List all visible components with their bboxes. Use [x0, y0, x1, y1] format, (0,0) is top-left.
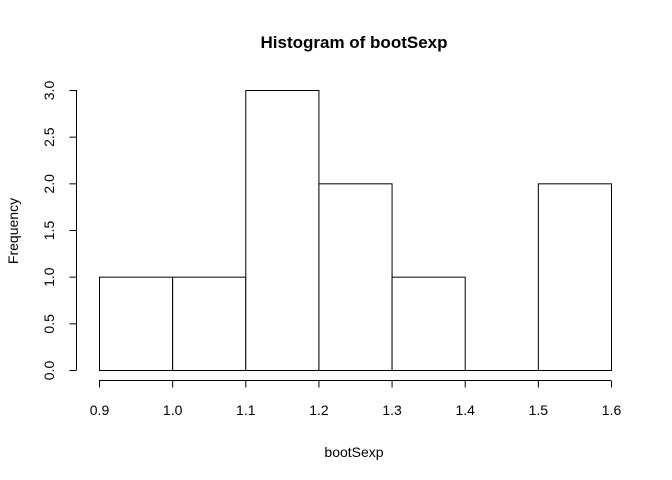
x-tick-label: 1.1 — [236, 402, 256, 418]
histogram-bar-6 — [537, 183, 612, 371]
x-tick-label: 0.9 — [90, 402, 110, 418]
y-tick-label: 3.0 — [41, 81, 57, 101]
x-tick-label: 1.5 — [529, 402, 549, 418]
x-tick-label: 1.0 — [163, 402, 183, 418]
y-tick-label: 0.0 — [41, 361, 57, 381]
x-tick-label: 1.6 — [602, 402, 622, 418]
y-tick-label: 1.0 — [41, 267, 57, 287]
y-axis: 0.0 0.5 1.0 1.5 2.0 2.5 3.0 — [41, 81, 77, 381]
x-tick-label: 1.2 — [309, 402, 329, 418]
y-tick-label: 1.5 — [41, 221, 57, 241]
histogram-bar-2 — [245, 90, 320, 371]
histogram-bar-0 — [99, 276, 174, 371]
y-axis-label: Frequency — [5, 198, 21, 264]
histogram-bar-1 — [172, 276, 247, 371]
y-tick-label: 0.5 — [41, 314, 57, 334]
y-tick-label: 2.5 — [41, 127, 57, 147]
histogram-bar-3 — [318, 183, 393, 371]
y-tick-label: 2.0 — [41, 174, 57, 194]
bars-group — [99, 90, 612, 371]
x-axis-label: bootSexp — [324, 444, 383, 460]
chart-title: Histogram of bootSexp — [260, 33, 447, 52]
histogram-bar-4 — [391, 276, 466, 371]
x-tick-label: 1.3 — [382, 402, 402, 418]
x-tick-label: 1.4 — [455, 402, 475, 418]
x-axis: 0.9 1.0 1.1 1.2 1.3 1.4 1.5 1.6 — [90, 380, 622, 418]
